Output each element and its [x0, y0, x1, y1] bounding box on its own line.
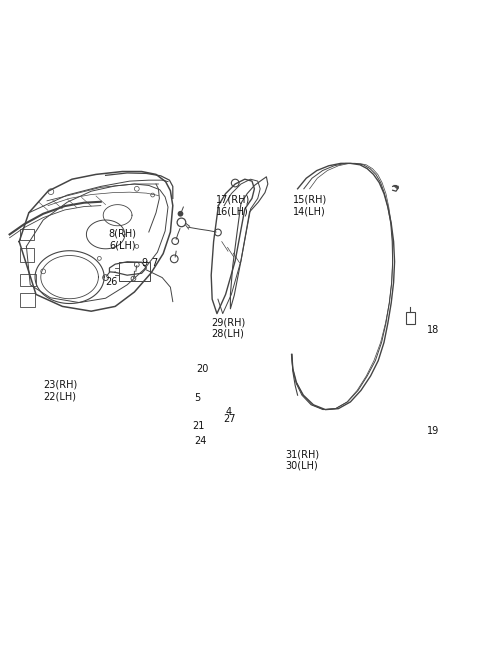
- Text: 24: 24: [194, 436, 207, 446]
- Text: 27: 27: [223, 414, 236, 424]
- Text: 5: 5: [194, 392, 201, 403]
- Text: 31(RH)
30(LH): 31(RH) 30(LH): [286, 449, 320, 471]
- Text: 15(RH)
14(LH): 15(RH) 14(LH): [292, 195, 327, 216]
- Text: 23(RH)
22(LH): 23(RH) 22(LH): [43, 380, 77, 401]
- Text: 9: 9: [142, 258, 148, 268]
- Text: 20: 20: [196, 364, 208, 374]
- Text: 18: 18: [427, 325, 440, 335]
- Bar: [119, 262, 150, 281]
- Polygon shape: [394, 186, 398, 189]
- Circle shape: [178, 211, 183, 216]
- Text: 8(RH)
6(LH): 8(RH) 6(LH): [108, 228, 136, 250]
- Text: 21: 21: [192, 421, 204, 432]
- Bar: [406, 312, 415, 324]
- Text: 17(RH)
16(LH): 17(RH) 16(LH): [216, 195, 250, 216]
- Text: 19: 19: [427, 426, 440, 436]
- Text: 29(RH)
28(LH): 29(RH) 28(LH): [211, 318, 245, 338]
- Text: 4: 4: [226, 407, 232, 417]
- Text: 26: 26: [106, 277, 118, 287]
- Text: 7: 7: [151, 258, 157, 268]
